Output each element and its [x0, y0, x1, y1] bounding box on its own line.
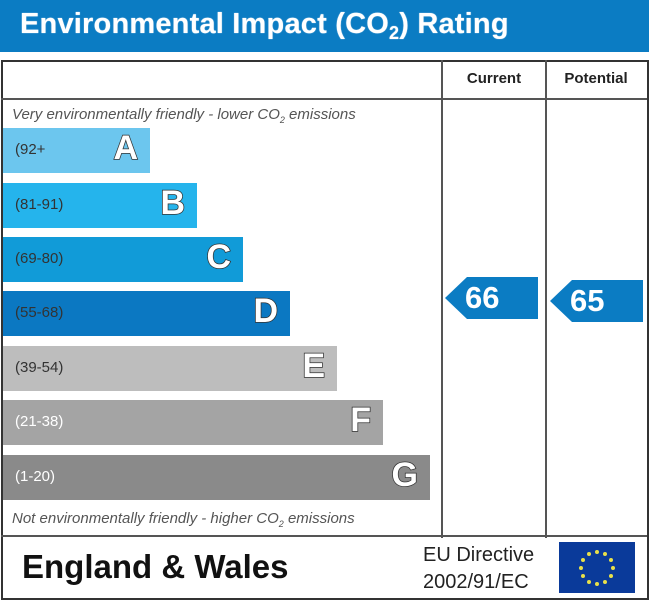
band-a: (92+ A	[3, 128, 150, 173]
band-letter: F	[349, 400, 371, 440]
band-range: (1-20)	[15, 468, 56, 485]
arrow-left-icon	[445, 277, 538, 319]
directive-line1: EU Directive	[423, 544, 535, 566]
band-range: (21-38)	[15, 413, 64, 430]
band-range: (81-91)	[15, 196, 64, 213]
column-divider	[545, 60, 547, 538]
band-c: (69-80) C	[3, 237, 243, 282]
note-bottom: Not environmentally friendly - higher CO…	[12, 510, 355, 529]
band-range: (39-54)	[15, 359, 64, 376]
directive-line2: 2002/91/EC	[423, 571, 529, 593]
band-letter: A	[113, 128, 139, 168]
band-range: (55-68)	[15, 304, 64, 321]
region-label: England & Wales	[22, 548, 289, 585]
chart-title: Environmental Impact (CO2) Rating	[20, 8, 509, 43]
current-rating-arrow: 66	[445, 277, 538, 319]
potential-rating-value: 65	[570, 283, 605, 318]
rating-table	[1, 60, 649, 600]
note-top: Very environmentally friendly - lower CO…	[12, 106, 356, 125]
column-potential: Potential	[564, 70, 628, 87]
eu-flag-icon	[559, 542, 635, 593]
title-bar: Environmental Impact (CO2) Rating	[0, 0, 649, 52]
band-g: (1-20) G	[3, 455, 430, 500]
header-divider	[1, 98, 647, 100]
band-f: (21-38) F	[3, 400, 383, 445]
band-b: (81-91) B	[3, 183, 197, 228]
arrow-left-icon	[550, 280, 643, 322]
footer-divider	[1, 535, 647, 537]
band-letter: E	[302, 346, 326, 386]
eu-directive: EU Directive 2002/91/EC	[423, 542, 534, 596]
band-e: (39-54) E	[3, 346, 337, 391]
band-letter: B	[160, 183, 186, 223]
column-divider	[441, 60, 443, 538]
band-letter: G	[391, 455, 419, 495]
potential-rating-arrow: 65	[550, 280, 643, 322]
band-letter: D	[253, 291, 279, 331]
column-current: Current	[466, 70, 522, 87]
band-range: (69-80)	[15, 250, 64, 267]
band-range: (92+	[15, 141, 46, 158]
band-d: (55-68) D	[3, 291, 290, 336]
band-letter: C	[206, 237, 232, 277]
current-rating-value: 66	[465, 280, 500, 315]
